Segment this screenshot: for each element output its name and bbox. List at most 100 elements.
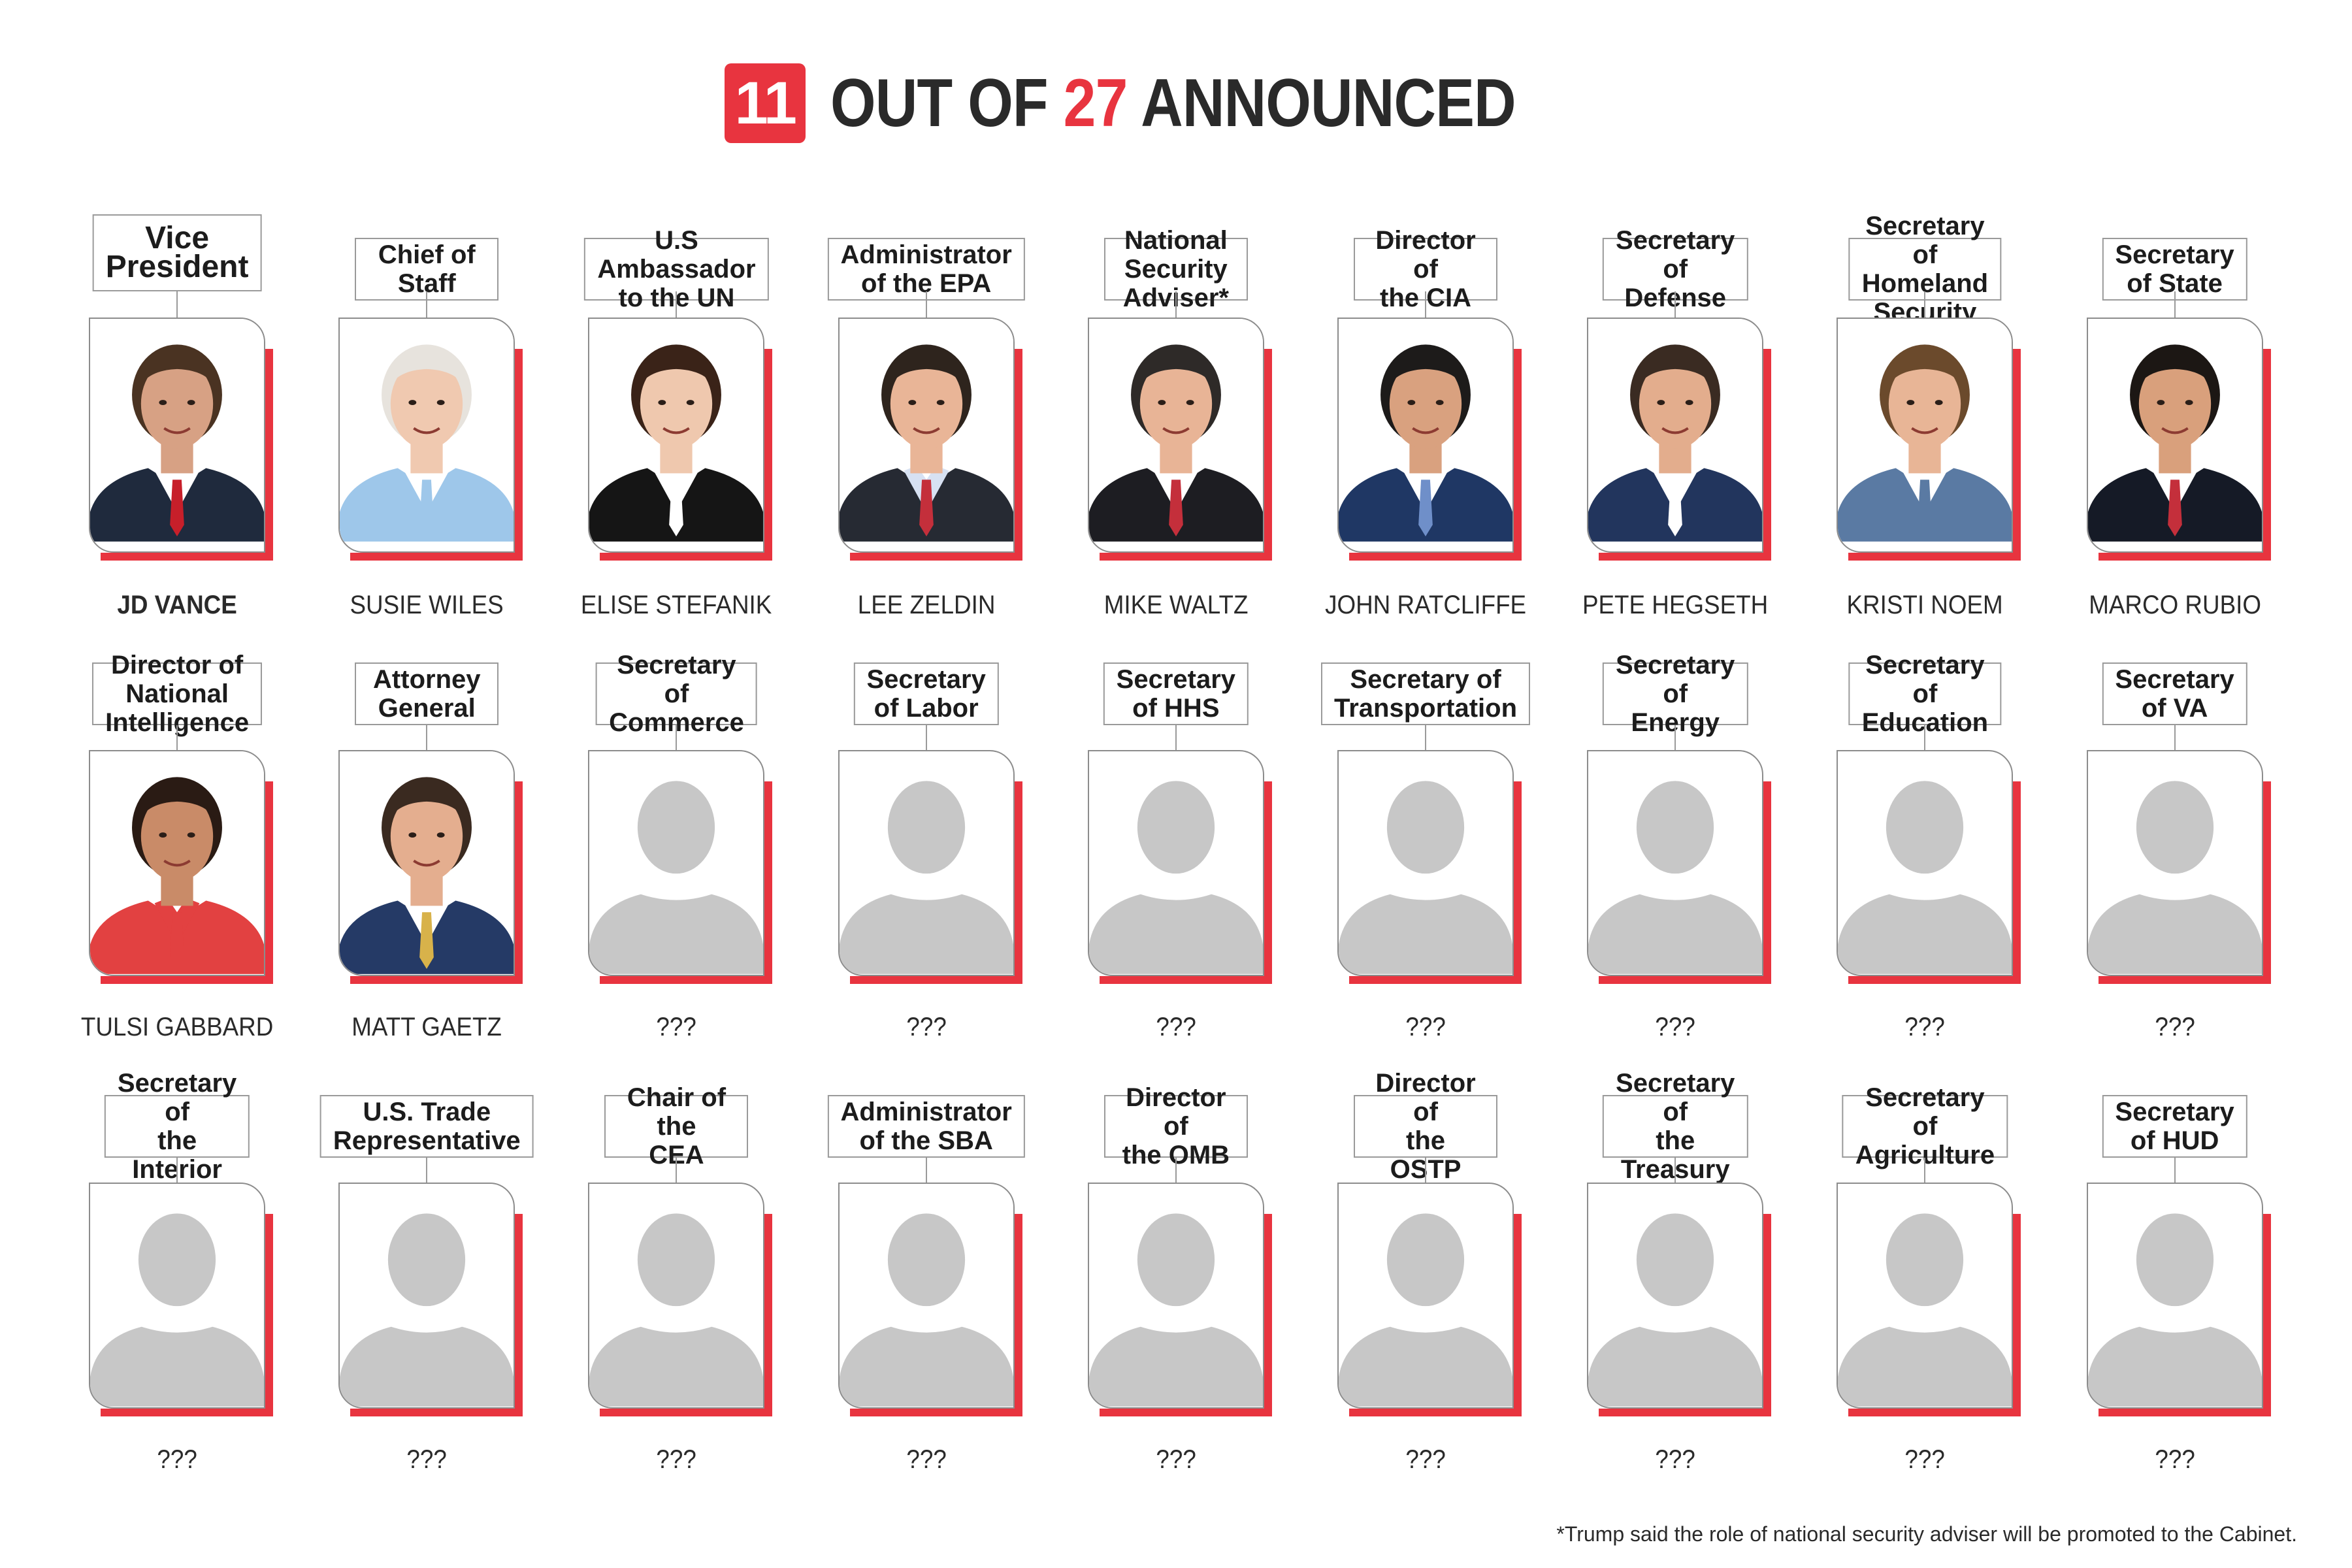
accent-bar: [764, 349, 773, 561]
photo-frame: [1087, 750, 1272, 984]
portrait-photo: [1588, 319, 1763, 542]
person-name: ???: [1405, 1445, 1446, 1474]
photo-card: [89, 1183, 266, 1409]
accent-bar-bottom: [2098, 976, 2271, 984]
connector-line: [176, 291, 178, 318]
photo-card: [2086, 750, 2263, 976]
accent-bar: [1514, 349, 1522, 561]
person-placeholder-icon: [1339, 781, 1513, 974]
accent-bar: [1014, 1214, 1022, 1416]
connector-line: [1175, 1158, 1177, 1183]
photo-frame: [1587, 750, 1772, 984]
accent-bar-bottom: [1099, 553, 1272, 561]
person-placeholder-icon: [340, 1213, 514, 1407]
connector-line: [2174, 291, 2176, 318]
photo-frame: [89, 318, 274, 561]
position-title: Administrator of the SBA: [827, 1095, 1025, 1158]
cabinet-card-secretary-of-homeland-security: Secretary of Homeland Security KRISTI NOE…: [1800, 209, 2050, 634]
cabinet-card-chief-of-staff: Chief of Staff SUSIE WILES: [302, 209, 551, 634]
photo-card: [2086, 318, 2263, 553]
portrait-photo: [90, 319, 265, 542]
accent-bar: [265, 1214, 274, 1416]
accent-bar: [515, 349, 523, 561]
accent-bar: [515, 781, 523, 984]
connector-line: [676, 1158, 678, 1183]
photo-frame: [1337, 1183, 1522, 1416]
page-header: 11 OUT OF 27 ANNOUNCED: [0, 57, 2352, 149]
accent-bar-bottom: [1848, 553, 2021, 561]
headline-suffix: ANNOUNCED: [1127, 65, 1516, 141]
connector-line: [1924, 291, 1926, 318]
accent-bar: [1014, 349, 1022, 561]
person-placeholder-icon: [90, 1213, 265, 1407]
connector-line: [925, 291, 927, 318]
position-title: Secretary of Transportation: [1321, 662, 1531, 725]
photo-card: [1337, 1183, 1514, 1409]
photo-frame: [838, 318, 1022, 561]
person-name: ???: [906, 1013, 947, 1041]
connector-line: [1924, 725, 1926, 750]
portrait-photo: [90, 751, 265, 974]
connector-line: [1674, 725, 1676, 750]
photo-card: [1837, 318, 2014, 553]
person-name: JOHN RATCLIFFE: [1325, 591, 1527, 619]
cabinet-card-secretary-of-transportation: Secretary of Transportation???: [1301, 634, 1550, 1066]
person-placeholder-icon: [1088, 781, 1263, 974]
page-title: OUT OF 27 ANNOUNCED: [830, 69, 1516, 137]
accent-bar-bottom: [849, 553, 1022, 561]
portrait-photo: [340, 751, 514, 974]
portrait-photo: [1339, 319, 1513, 542]
accent-bar: [2262, 1214, 2271, 1416]
photo-frame: [89, 750, 274, 984]
cabinet-card-secretary-of-the-treasury: Secretary of the Treasury???: [1550, 1066, 1800, 1499]
connector-line: [176, 725, 178, 750]
accent-bar-bottom: [1848, 976, 2021, 984]
photo-frame: [1837, 318, 2021, 561]
photo-frame: [1587, 1183, 1772, 1416]
person-name: ???: [1156, 1445, 1196, 1474]
photo-card: [1587, 750, 1764, 976]
connector-line: [1175, 725, 1177, 750]
announced-count-badge: 11: [725, 63, 806, 143]
position-title: Chair of the CEA: [604, 1083, 749, 1169]
person-placeholder-icon: [589, 1213, 764, 1407]
accent-bar-bottom: [1848, 1409, 2021, 1416]
photo-frame: [1337, 318, 1522, 561]
position-title: Director of National Intelligence: [92, 651, 263, 737]
accent-bar: [265, 781, 274, 984]
accent-bar: [1763, 1214, 1772, 1416]
position-title: Secretary of Labor: [853, 662, 999, 725]
connector-line: [1425, 725, 1427, 750]
photo-card: [838, 318, 1015, 553]
photo-card: [1337, 750, 1514, 976]
position-title: Director of the CIA: [1354, 226, 1498, 312]
accent-bar: [1763, 781, 1772, 984]
photo-frame: [2086, 318, 2271, 561]
accent-bar-bottom: [1599, 553, 1772, 561]
photo-card: [2086, 1183, 2263, 1409]
cabinet-card-administrator-of-the-sba: Administrator of the SBA???: [802, 1066, 1051, 1499]
position-title: U.S. Trade Representative: [319, 1095, 534, 1158]
connector-line: [2174, 725, 2176, 750]
accent-bar-bottom: [350, 976, 523, 984]
accent-bar-bottom: [1599, 1409, 1772, 1416]
position-title: Secretary of VA: [2102, 662, 2247, 725]
photo-frame: [1087, 1183, 1272, 1416]
accent-bar-bottom: [1099, 1409, 1272, 1416]
person-name: ???: [1405, 1013, 1446, 1041]
photo-frame: [338, 750, 523, 984]
accent-bar: [1264, 781, 1272, 984]
photo-frame: [1337, 750, 1522, 984]
person-name: ELISE STEFANIK: [581, 591, 772, 619]
cabinet-card-secretary-of-hud: Secretary of HUD???: [2050, 1066, 2300, 1499]
person-name: ???: [2154, 1013, 2195, 1041]
photo-frame: [588, 1183, 773, 1416]
photo-frame: [338, 1183, 523, 1416]
cabinet-card-secretary-of-defense: Secretary of Defense PETE HEGSETH: [1550, 209, 1800, 634]
position-title: Attorney General: [355, 662, 499, 725]
cabinet-card-national-security-adviser: National Security Adviser* MIKE WALTZ: [1051, 209, 1301, 634]
position-title: Secretary of the Treasury: [1603, 1069, 1748, 1184]
photo-card: [338, 1183, 515, 1409]
photo-frame: [588, 750, 773, 984]
accent-bar: [1514, 1214, 1522, 1416]
